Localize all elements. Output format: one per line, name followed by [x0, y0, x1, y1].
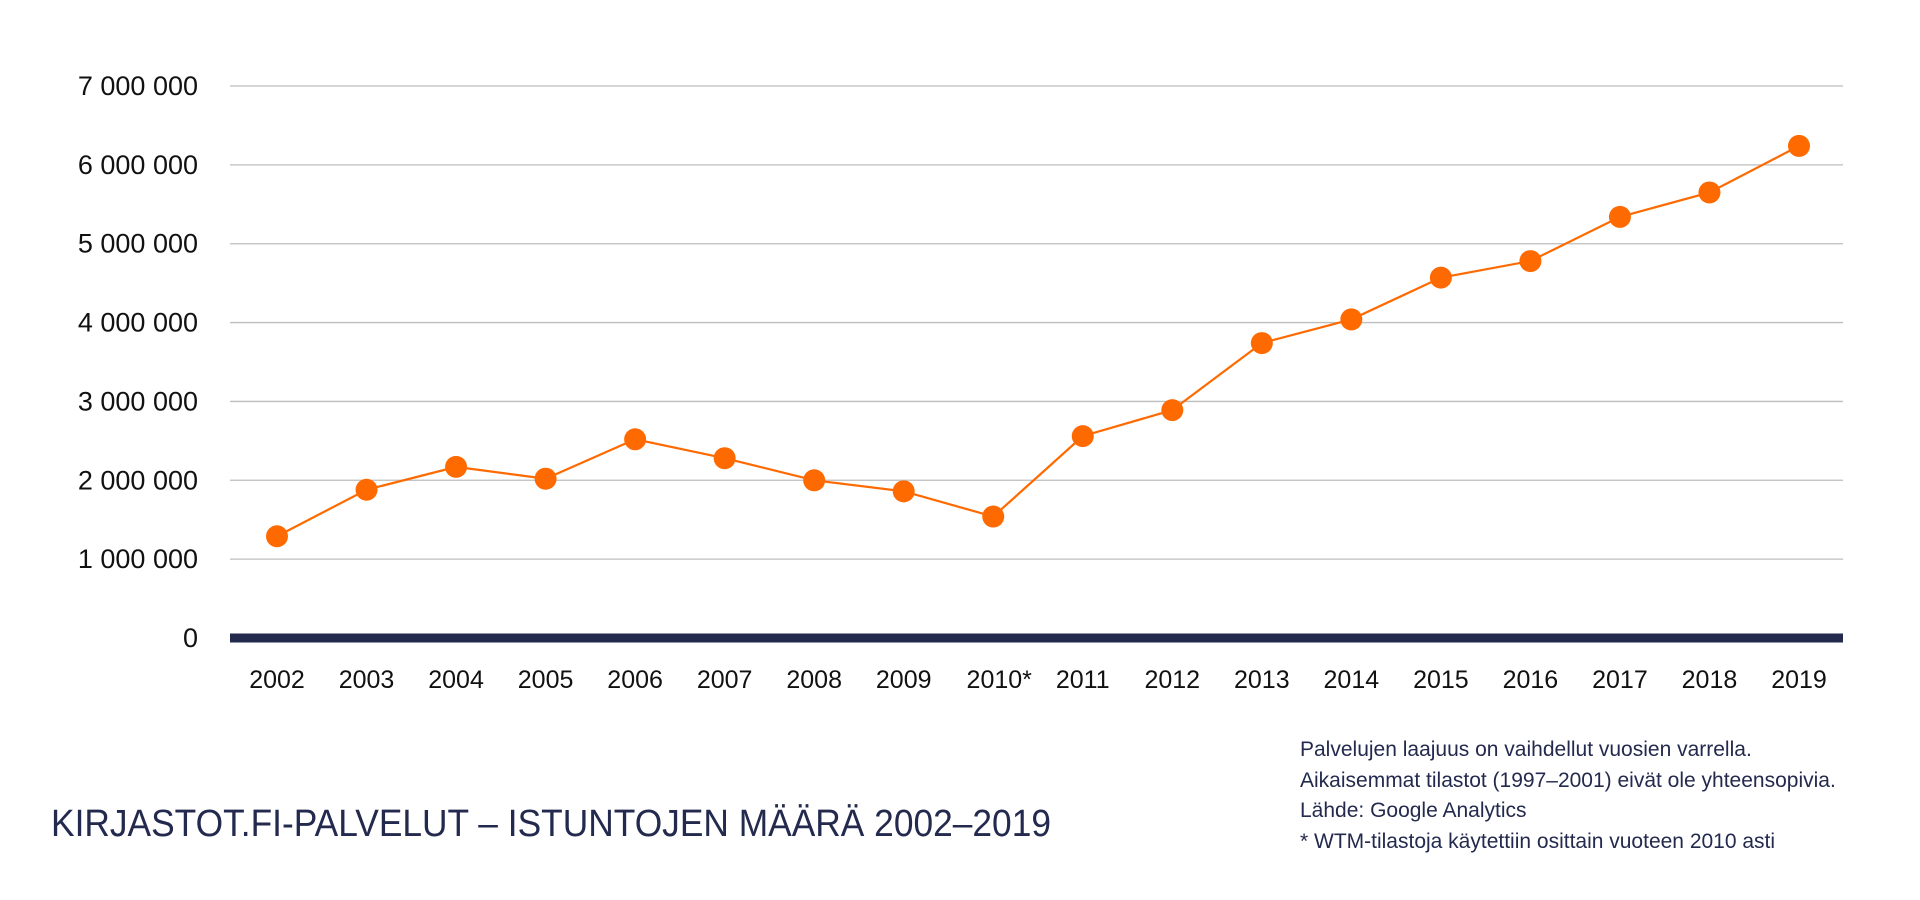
x-tick-label: 2014	[1324, 666, 1380, 694]
note-line: Palvelujen laajuus on vaihdellut vuosien…	[1300, 738, 1752, 761]
data-point	[1608, 205, 1631, 228]
y-tick-label: 1 000 000	[78, 544, 198, 574]
data-point	[803, 469, 826, 492]
x-tick-label: 2016	[1503, 666, 1559, 694]
x-tick-label: 2006	[607, 666, 663, 694]
note-line: Aikaisemmat tilastot (1997–2001) eivät o…	[1300, 769, 1836, 792]
data-point	[1429, 266, 1452, 289]
y-tick-label: 5 000 000	[78, 229, 198, 259]
x-tick-label: 2002	[249, 666, 305, 694]
x-tick-label: 2010*	[967, 666, 1033, 694]
series-line	[276, 144, 1800, 538]
x-tick-label: 2015	[1413, 666, 1469, 694]
y-tick-label: 3 000 000	[78, 386, 198, 416]
data-point	[892, 480, 915, 503]
data-point	[982, 505, 1005, 528]
data-point	[355, 478, 378, 501]
y-tick-label: 7 000 000	[78, 71, 198, 101]
x-tick-label: 2003	[339, 666, 395, 694]
x-tick-label: 2008	[786, 666, 842, 694]
data-point	[1698, 181, 1721, 204]
data-point	[624, 428, 647, 451]
data-point	[713, 447, 736, 470]
data-point	[1161, 399, 1184, 422]
x-tick-label: 2004	[428, 666, 484, 694]
x-tick-label: 2012	[1144, 666, 1200, 694]
data-point	[1071, 425, 1094, 448]
data-point	[534, 467, 557, 490]
y-tick-label: 6 000 000	[78, 150, 198, 180]
chart-title: KIRJASTOT.FI-PALVELUT – ISTUNTOJEN MÄÄRÄ…	[51, 803, 1051, 845]
data-point	[1340, 308, 1363, 331]
note-line: * WTM-tilastoja käytettiin osittain vuot…	[1300, 830, 1775, 853]
y-tick-label: 0	[183, 623, 198, 653]
data-point	[266, 525, 288, 548]
y-tick-label: 2 000 000	[78, 465, 198, 495]
x-tick-label: 2007	[697, 666, 753, 694]
note-line: Lähde: Google Analytics	[1300, 799, 1527, 822]
y-tick-label: 4 000 000	[78, 308, 198, 338]
x-tick-label: 2011	[1056, 666, 1110, 694]
data-point	[1519, 250, 1542, 273]
data-point	[1788, 134, 1810, 157]
x-tick-label: 2017	[1592, 666, 1648, 694]
x-tick-label: 2018	[1682, 666, 1738, 694]
x-tick-label: 2009	[876, 666, 932, 694]
x-tick-label: 2005	[518, 666, 574, 694]
data-point	[1250, 332, 1273, 355]
data-point	[445, 455, 468, 478]
x-tick-label: 2019	[1771, 666, 1827, 694]
x-tick-label: 2013	[1234, 666, 1290, 694]
